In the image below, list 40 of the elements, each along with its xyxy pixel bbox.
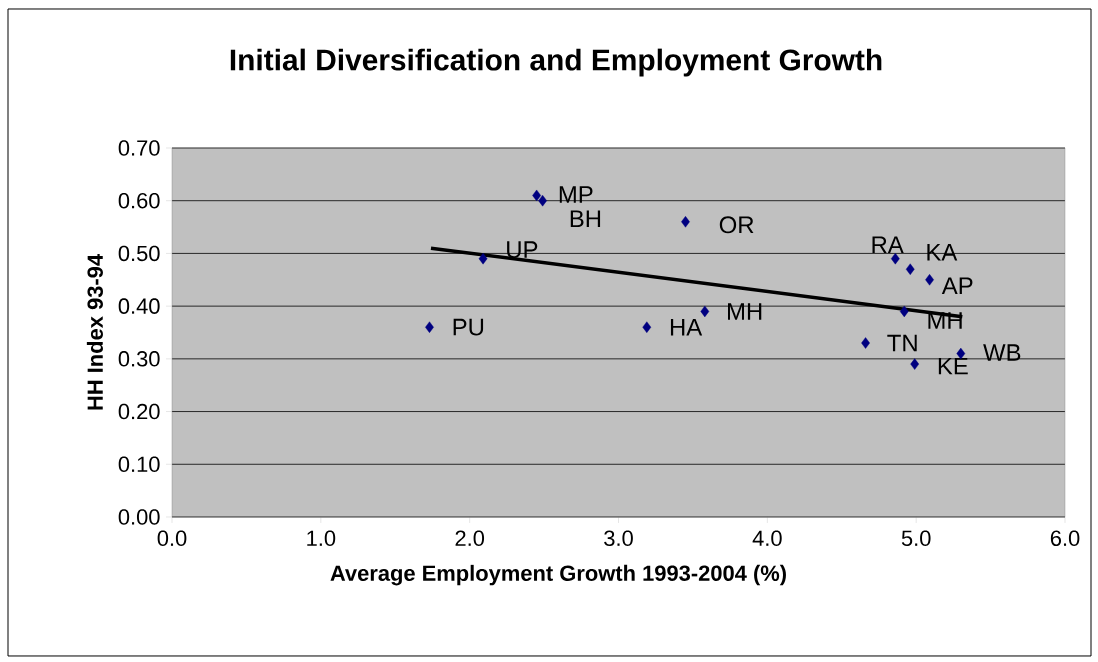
annotation: MP [559,186,593,203]
y-tick-label: 0.70 [118,140,160,156]
y-tick-label: 0.30 [118,351,160,367]
x-tick-label: 0.0 [157,530,187,547]
point [905,263,915,275]
annotation: MH [728,303,762,320]
point [700,305,710,318]
point [478,252,488,265]
point [425,321,434,333]
x-tick-label: 3.0 [604,530,633,547]
annotation: KE [938,357,968,375]
y-tick-label: 0.00 [118,509,160,525]
point [538,195,547,207]
point [861,337,870,349]
y-tick-label: 0.10 [118,456,160,473]
annotation: RA [872,236,904,253]
point [899,305,909,318]
y-tick-label: 0.50 [118,245,160,262]
x-tick-label: 2.0 [455,530,485,547]
y-tick-label: 0.60 [118,192,160,209]
x-tick-label: 6.0 [1050,530,1080,547]
annotation: WB [983,344,1021,361]
annotation: TN [887,334,917,352]
y-tick-label: 0.20 [118,403,160,420]
point [642,321,652,333]
x-tick-label: 5.0 [901,530,931,547]
y-tick-label: 0.40 [118,298,160,314]
annotation: AP [941,277,973,294]
annotation: BH [570,210,601,227]
annotation: PU [453,318,484,336]
x-axis-title: Average Employment Growth 1993-2004 (%) [330,564,786,586]
annotation: OR [719,216,754,234]
x-tick-label: 4.0 [752,530,782,547]
point [910,358,920,370]
point [925,274,934,286]
y-axis-title: HH Index 93-94 [86,254,103,410]
annotation: HA [670,318,703,336]
point [681,216,690,228]
chart-title: Initial Diversification and Employment Growth [230,48,882,77]
x-tick-label: 1.0 [307,530,336,547]
